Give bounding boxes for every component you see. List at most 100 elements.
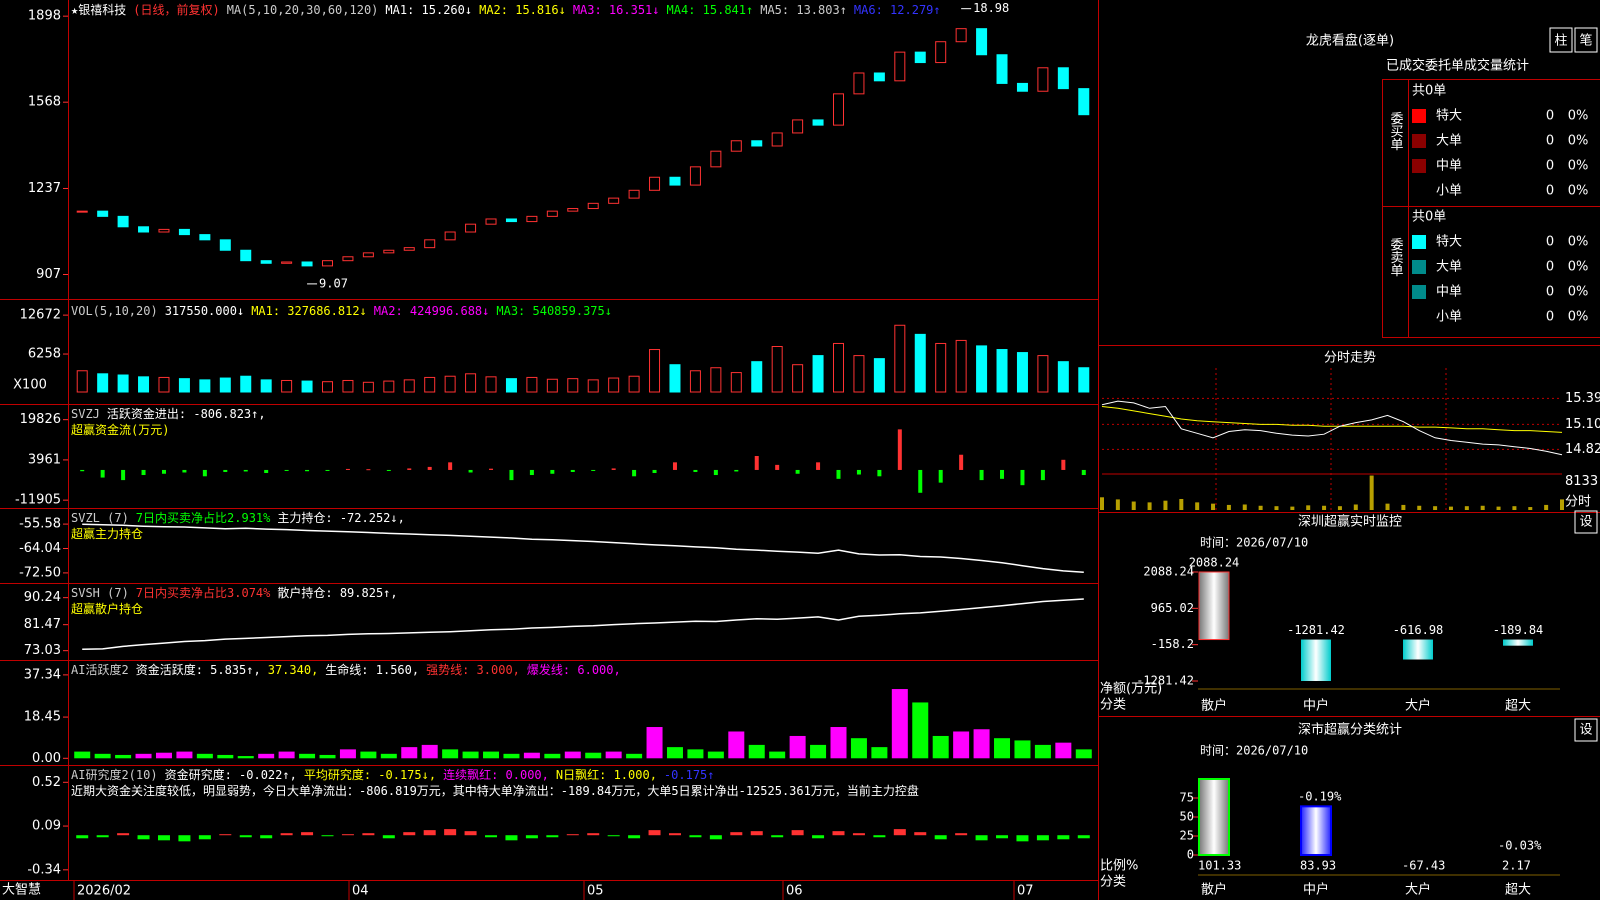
header-item: AI研究度2(10) <box>71 767 158 782</box>
header-line: 超赢主力持仓 <box>71 526 143 541</box>
category-label: 散户 <box>1201 882 1227 898</box>
brand: 大智慧 <box>2 882 41 898</box>
bar <box>1301 639 1331 681</box>
bar <box>182 469 187 473</box>
bar <box>953 731 970 759</box>
header-line: SVSH (7) 7日内买卖净占比3.074% 散户持仓: 89.825↑, <box>71 585 398 600</box>
volume-bar <box>158 376 170 393</box>
value-label: -616.98 <box>1393 623 1444 637</box>
bar <box>423 830 436 836</box>
volume-bar <box>914 333 926 393</box>
volume-bar <box>444 375 456 393</box>
row-cell: 0% <box>1568 235 1589 250</box>
row-cell: 特大 <box>1436 235 1462 250</box>
header-item: MA2: 424996.688↓ <box>374 304 490 318</box>
bar <box>1014 740 1031 759</box>
candle <box>444 231 456 241</box>
button[interactable] <box>1549 27 1573 53</box>
header-line: 超赢资金流(万元) <box>71 422 169 437</box>
header-item: 近期大资金关注度较低，明显弱势，今日大单净流出：-806.819万元，其中特大单… <box>71 783 919 798</box>
bar <box>1403 639 1433 660</box>
volume-bar <box>1448 506 1453 510</box>
panel-marks <box>76 829 1090 842</box>
bar <box>832 831 845 836</box>
stats-title: 已成交委托单成交量统计 <box>1386 58 1529 74</box>
button-label: 笔 <box>1579 33 1592 49</box>
time-label: 时间：2026/07/10 <box>1200 744 1308 758</box>
bar <box>117 833 130 836</box>
volume-bar <box>628 375 640 393</box>
header-item: 7日内买卖净占比2.931% <box>136 510 271 525</box>
candle <box>587 202 599 210</box>
candle <box>792 119 804 134</box>
bar <box>442 749 459 759</box>
button[interactable] <box>1574 510 1598 534</box>
candle <box>567 208 579 212</box>
header-item: 317550.000↓ <box>165 304 244 318</box>
ratio-annotation: -0.03% <box>1498 839 1542 853</box>
volume-bar <box>1417 505 1422 510</box>
y-tick-label: 25 <box>1180 829 1194 843</box>
y-tick-label: 0.09 <box>32 819 61 834</box>
bar <box>239 835 252 838</box>
volume-bar <box>751 361 763 393</box>
candle <box>649 176 661 191</box>
bar <box>611 468 616 470</box>
volume-bar <box>1496 506 1501 510</box>
volume-bar <box>1528 507 1533 510</box>
row-cell: 0% <box>1568 159 1589 174</box>
row-cell: 0 <box>1546 134 1554 149</box>
line <box>1101 406 1563 433</box>
bar <box>178 835 191 842</box>
bar <box>1034 744 1051 759</box>
volume-bar <box>996 349 1008 393</box>
button[interactable] <box>1574 27 1598 53</box>
candle <box>260 260 272 264</box>
x-tick-label: 05 <box>587 884 604 899</box>
volume-bar <box>1322 505 1327 510</box>
candle <box>1037 67 1049 92</box>
header-item: 资金活跃度: 5.835↑, <box>136 662 261 677</box>
header-item: MA4: 15.841↑ <box>667 3 754 17</box>
header-item: SVSH (7) <box>71 586 129 600</box>
line <box>82 598 1084 650</box>
volume-bar <box>1037 355 1049 393</box>
axis-label: 净额(万元) <box>1100 682 1162 697</box>
candle <box>935 41 947 64</box>
bar <box>523 752 540 759</box>
row-cell: 小单 <box>1436 310 1462 325</box>
candle <box>342 256 354 262</box>
bar <box>155 752 172 759</box>
y-tick-label: 18.45 <box>24 710 61 725</box>
button[interactable] <box>1574 718 1598 742</box>
y-tick-label: -72.50 <box>19 565 61 580</box>
volume-bar <box>301 380 313 393</box>
header-item: MA3: 16.351↓ <box>573 3 660 17</box>
bar <box>795 469 800 474</box>
header-item: AI活跃度2 <box>71 662 129 677</box>
bar <box>362 833 375 836</box>
bar <box>979 469 984 481</box>
axis-unit: X100 <box>13 378 47 393</box>
volume-bar <box>1258 505 1263 510</box>
bar <box>689 835 702 838</box>
y-tick-label: 1568 <box>28 95 61 110</box>
bar <box>339 749 356 759</box>
value-label: 2.17 <box>1502 859 1531 873</box>
header-item: SVZL (7) <box>71 511 129 525</box>
bar <box>652 469 657 473</box>
value-label: 2088.24 <box>1189 556 1240 570</box>
volume-bar <box>587 379 599 393</box>
candle <box>117 215 129 228</box>
bar <box>564 751 581 759</box>
header-item: 平均研究度: -0.175↓, <box>304 767 436 782</box>
candle <box>873 72 885 82</box>
y-tick-label: 907 <box>36 267 61 282</box>
header-line: 超赢散户持仓 <box>71 601 143 616</box>
candle <box>281 261 293 264</box>
stats-box <box>1382 79 1600 338</box>
row-cell: 0% <box>1568 285 1589 300</box>
bar <box>1077 835 1090 839</box>
bar <box>605 751 622 759</box>
value-label: -189.84 <box>1493 623 1544 637</box>
